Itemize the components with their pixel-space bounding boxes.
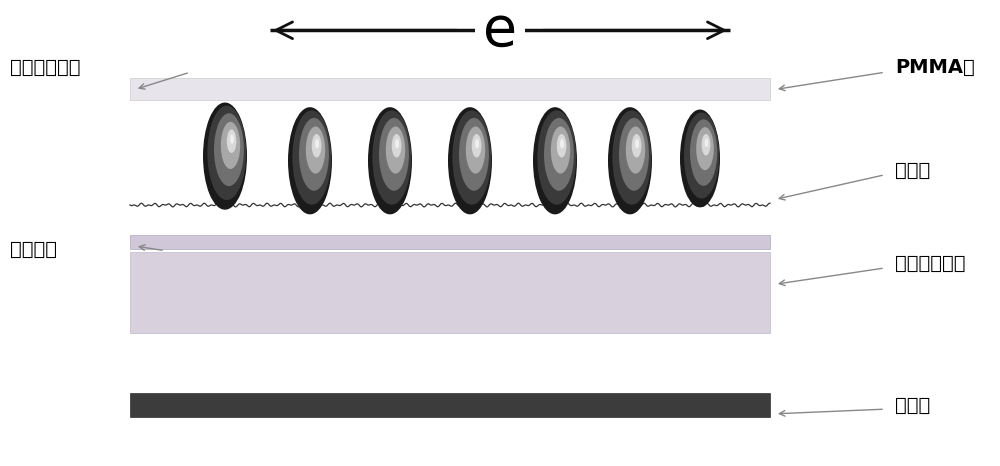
Ellipse shape	[626, 126, 645, 174]
Ellipse shape	[292, 110, 331, 205]
Ellipse shape	[705, 138, 708, 147]
Ellipse shape	[557, 134, 566, 158]
Ellipse shape	[288, 107, 332, 214]
Text: 染料分子: 染料分子	[10, 240, 57, 259]
Ellipse shape	[306, 126, 325, 174]
Ellipse shape	[392, 134, 401, 158]
Ellipse shape	[466, 126, 485, 174]
Text: 金属纳米颗粒: 金属纳米颗粒	[10, 58, 80, 77]
Text: 石墨烯: 石墨烯	[895, 161, 930, 179]
Ellipse shape	[459, 118, 489, 191]
Ellipse shape	[448, 107, 492, 214]
Ellipse shape	[227, 129, 236, 153]
Ellipse shape	[315, 139, 319, 149]
Ellipse shape	[312, 134, 321, 158]
Ellipse shape	[379, 118, 409, 191]
Ellipse shape	[386, 126, 405, 174]
Ellipse shape	[632, 134, 641, 158]
Ellipse shape	[537, 110, 576, 205]
Ellipse shape	[560, 139, 564, 149]
Ellipse shape	[452, 110, 491, 205]
Ellipse shape	[368, 107, 412, 214]
Bar	[130, 78, 770, 100]
Ellipse shape	[214, 113, 244, 186]
Ellipse shape	[702, 134, 710, 156]
Ellipse shape	[608, 107, 652, 214]
Ellipse shape	[619, 118, 649, 191]
Ellipse shape	[635, 139, 639, 149]
Ellipse shape	[472, 134, 481, 158]
Ellipse shape	[690, 119, 717, 186]
Ellipse shape	[395, 139, 399, 149]
Ellipse shape	[544, 118, 574, 191]
Ellipse shape	[475, 139, 479, 149]
Bar	[130, 393, 770, 417]
Ellipse shape	[372, 110, 411, 205]
Ellipse shape	[612, 110, 651, 205]
Ellipse shape	[299, 118, 329, 191]
Ellipse shape	[684, 112, 719, 199]
Ellipse shape	[207, 106, 246, 200]
Ellipse shape	[551, 126, 570, 174]
Text: 宽禁带半导体: 宽禁带半导体	[895, 254, 966, 273]
Ellipse shape	[696, 127, 714, 170]
Text: e: e	[483, 3, 517, 57]
Bar	[130, 235, 770, 249]
Bar	[130, 252, 770, 333]
Ellipse shape	[203, 103, 247, 210]
Ellipse shape	[680, 110, 720, 207]
Ellipse shape	[533, 107, 577, 214]
Ellipse shape	[221, 122, 240, 169]
Text: PMMA膜: PMMA膜	[895, 58, 975, 77]
Ellipse shape	[230, 134, 234, 144]
Text: 背电极: 背电极	[895, 396, 930, 415]
